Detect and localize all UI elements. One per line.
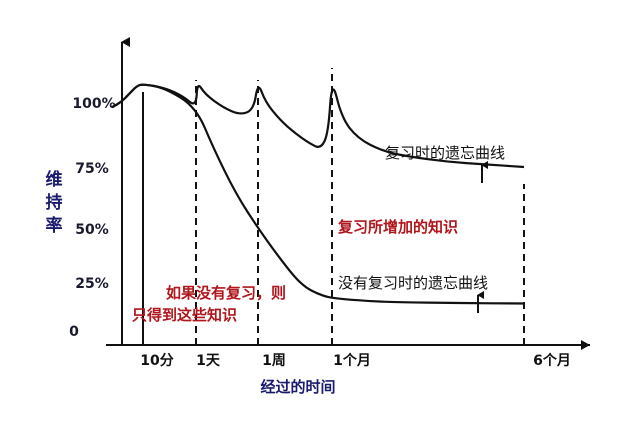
series-line-with-review — [111, 83, 525, 169]
y-tick-label: 100% — [72, 96, 115, 112]
y-tick-label: 50% — [75, 222, 109, 238]
y-tick-label: 75% — [75, 161, 109, 177]
y-tick-label: 0 — [69, 324, 79, 340]
y-axis-label-char: 持 — [46, 192, 63, 213]
y-axis-label-char: 维 — [46, 169, 63, 190]
y-tick-label: 25% — [75, 276, 109, 292]
annotation-if-no-review: 如果没有复习，则 — [166, 284, 286, 302]
x-axis-label: 经过的时间 — [260, 378, 335, 396]
x-tick-label: 1个月 — [333, 352, 371, 369]
x-tick-label: 1天 — [196, 353, 221, 369]
series-line-no-review — [111, 83, 525, 305]
series-group — [111, 83, 525, 305]
y-axis-label: 维 持 率 — [46, 169, 63, 236]
y-axis-label-char: 率 — [46, 215, 63, 236]
annotation-no-review-curve: 没有复习时的遗忘曲线 — [338, 274, 488, 292]
annotation-knowledge-gained: 复习所增加的知识 — [337, 218, 458, 236]
x-tick-label: 10分 — [140, 353, 173, 369]
annotation-only-this-knowledge: 只得到这些知识 — [132, 306, 237, 324]
x-tick-label: 6个月 — [533, 352, 571, 369]
x-tick-label: 1周 — [262, 353, 286, 369]
annotation-review-curve: 复习时的遗忘曲线 — [385, 144, 505, 162]
